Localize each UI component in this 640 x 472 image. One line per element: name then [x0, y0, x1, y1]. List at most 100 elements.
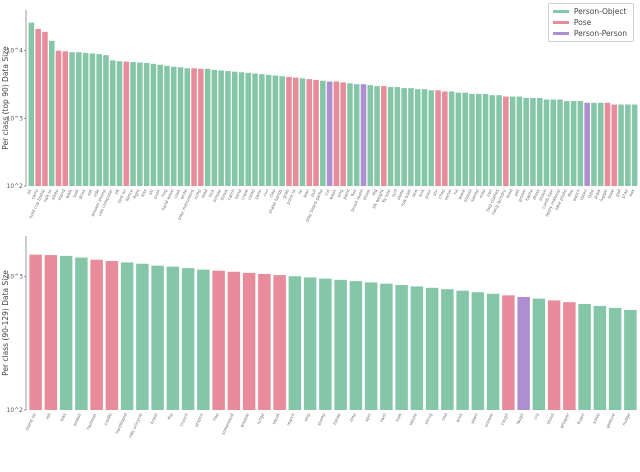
bar [313, 79, 319, 186]
x-tick-label: lift [114, 188, 121, 195]
bar [319, 278, 332, 410]
x-tick-label: spin [364, 412, 372, 422]
bar [367, 85, 374, 186]
bar [292, 77, 299, 186]
bar [225, 71, 231, 186]
x-tick-label: toss [59, 412, 67, 422]
x-tick-label: hop [212, 412, 220, 422]
bar [279, 76, 285, 186]
x-tick-label: twirl [379, 412, 387, 422]
x-tick-label: cough [499, 412, 509, 426]
bar [42, 31, 48, 187]
x-tick-label: type [586, 188, 595, 199]
x-tick-label: climb [247, 188, 256, 201]
x-tick-label: iron [485, 188, 493, 198]
x-tick-label: nudge [621, 412, 631, 426]
x-tick-label: carry [30, 188, 39, 200]
bar [242, 272, 256, 410]
x-tick-label: hammer [86, 412, 98, 430]
bar [197, 269, 210, 410]
x-tick-label: dress [531, 188, 540, 200]
x-tick-label: roll [44, 412, 51, 420]
bar [395, 285, 408, 410]
bar [76, 52, 82, 187]
bar [435, 90, 441, 186]
bar [136, 263, 149, 410]
bar [584, 102, 590, 186]
x-tick-label: look [72, 188, 80, 199]
legend-label: Person-Person [573, 29, 627, 38]
bar [530, 98, 536, 186]
x-tick-label: hug [160, 188, 168, 198]
bar [44, 255, 58, 410]
y-tick-label: 10^3 [7, 115, 24, 122]
x-tick-label: wash [328, 188, 337, 200]
bar [109, 60, 116, 186]
bar [482, 93, 489, 186]
bar [137, 62, 143, 186]
x-tick-label: run [262, 188, 270, 197]
bar [326, 81, 333, 186]
bar [151, 265, 164, 410]
x-tick-label: box [628, 188, 636, 197]
y-tick-label: 10^2 [7, 183, 24, 190]
x-tick-label: draw [593, 188, 602, 200]
bar [421, 89, 428, 186]
x-tick-label: lunge [256, 412, 266, 425]
x-tick-label: golf [614, 188, 622, 198]
bar [516, 96, 523, 186]
bar [90, 259, 103, 410]
x-tick-label: write [179, 188, 188, 200]
x-tick-label: grab [281, 188, 290, 199]
bar [218, 70, 224, 186]
bar [353, 84, 360, 186]
x-tick-label: stretch [194, 412, 205, 428]
x-tick-label: talk to [42, 188, 52, 203]
x-tick-label: stand up [24, 412, 36, 431]
x-tick-label: bend [233, 188, 242, 200]
x-tick-label: jump [192, 188, 202, 201]
x-tick-label: limp [348, 412, 357, 423]
x-tick-label: pour [424, 188, 433, 199]
bar [75, 257, 88, 410]
legend-item: Pose [552, 17, 627, 28]
x-tick-label: sing [336, 188, 344, 198]
x-tick-label: stand [57, 188, 67, 201]
x-tick-label: skate [396, 188, 405, 201]
bar [258, 273, 271, 410]
x-tick-label: nod [440, 412, 448, 422]
x-tick-label: smash [72, 412, 82, 427]
x-tick-label: squat [271, 412, 281, 425]
bar [272, 75, 279, 186]
bar [299, 78, 306, 186]
bar [631, 104, 638, 186]
x-tick-label: salute [408, 412, 418, 426]
bar [198, 68, 204, 186]
legend-swatch [552, 10, 569, 13]
x-tick-label: lie [297, 188, 304, 195]
legend-label: Pose [573, 18, 592, 27]
x-tick-label: walk [64, 188, 73, 199]
bar [557, 99, 563, 186]
x-tick-label: pull [309, 188, 317, 197]
bar [462, 92, 468, 186]
bar [227, 271, 241, 410]
bar [503, 96, 509, 186]
bar [489, 95, 496, 186]
bar [320, 80, 326, 186]
x-tick-label: laugh [515, 412, 525, 425]
x-tick-label: dance [124, 188, 134, 202]
bar [532, 298, 546, 410]
bar [157, 64, 163, 186]
bar [564, 101, 570, 186]
bar [374, 86, 380, 186]
bar [334, 279, 347, 410]
x-tick-label: bathe [524, 188, 534, 201]
x-tick-label: flip [167, 412, 174, 420]
y-axis-title: Per class (90-129) Data Size [1, 270, 10, 376]
bar [469, 93, 475, 186]
bar [177, 67, 184, 186]
x-tick-label: fight [132, 188, 141, 199]
